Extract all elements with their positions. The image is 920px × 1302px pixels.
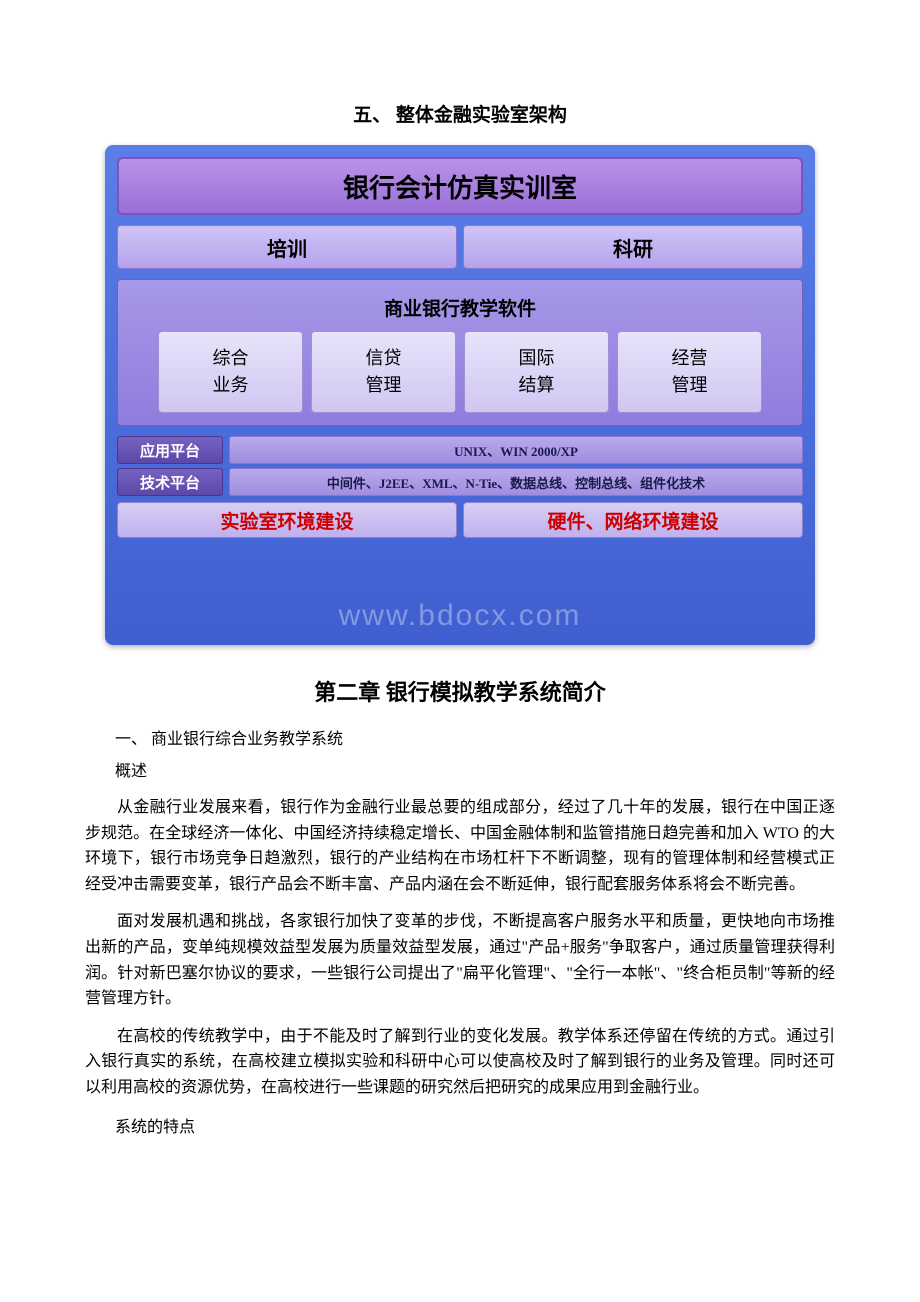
subsection-1: 一、 商业银行综合业务教学系统 <box>85 725 835 749</box>
diagram-main-title: 银行会计仿真实训室 <box>117 157 803 215</box>
lab-environment: 实验室环境建设 <box>117 502 457 538</box>
hardware-network: 硬件、网络环境建设 <box>463 502 803 538</box>
paragraph-1: 从金融行业发展来看，银行作为金融行业最总要的组成部分，经过了几十年的发展，银行在… <box>85 795 835 897</box>
tech-platform-row: 技术平台 中间件、J2EE、XML、N-Tie、数据总线、控制总线、组件化技术 <box>117 468 803 496</box>
tab-research: 科研 <box>463 225 803 269</box>
module-management: 经营 管理 <box>617 331 762 413</box>
modules-row: 综合 业务 信贷 管理 国际 结算 经营 管理 <box>130 331 790 413</box>
subhead-overview: 概述 <box>85 757 835 781</box>
module-line2: 管理 <box>366 372 402 399</box>
module-international: 国际 结算 <box>464 331 609 413</box>
watermark: www.bdocx.com <box>339 599 582 633</box>
application-platform-value: UNIX、WIN 2000/XP <box>229 436 803 464</box>
module-line1: 国际 <box>519 345 555 372</box>
module-comprehensive: 综合 业务 <box>158 331 303 413</box>
application-platform-row: 应用平台 UNIX、WIN 2000/XP <box>117 436 803 464</box>
bottom-row: 实验室环境建设 硬件、网络环境建设 <box>117 502 803 538</box>
subhead-features: 系统的特点 <box>85 1113 835 1137</box>
tabs-row: 培训 科研 <box>117 225 803 269</box>
module-line1: 经营 <box>672 345 708 372</box>
architecture-diagram: 银行会计仿真实训室 培训 科研 商业银行教学软件 综合 业务 信贷 管理 国际 … <box>105 145 815 645</box>
module-line2: 管理 <box>672 372 708 399</box>
modules-container: 商业银行教学软件 综合 业务 信贷 管理 国际 结算 经营 管理 <box>117 279 803 426</box>
module-line1: 综合 <box>213 345 249 372</box>
tech-platform-value: 中间件、J2EE、XML、N-Tie、数据总线、控制总线、组件化技术 <box>229 468 803 496</box>
section5-title: 五、 整体金融实验室架构 <box>85 100 835 127</box>
tech-platform-label: 技术平台 <box>117 468 223 496</box>
module-line1: 信贷 <box>366 345 402 372</box>
module-line2: 结算 <box>519 372 555 399</box>
paragraph-3: 在高校的传统教学中，由于不能及时了解到行业的变化发展。教学体系还停留在传统的方式… <box>85 1024 835 1101</box>
module-line2: 业务 <box>213 372 249 399</box>
modules-title: 商业银行教学软件 <box>130 288 790 331</box>
module-credit: 信贷 管理 <box>311 331 456 413</box>
tab-training: 培训 <box>117 225 457 269</box>
paragraph-2: 面对发展机遇和挑战，各家银行加快了变革的步伐，不断提高客户服务水平和质量，更快地… <box>85 909 835 1011</box>
chapter-title: 第二章 银行模拟教学系统简介 <box>85 675 835 707</box>
application-platform-label: 应用平台 <box>117 436 223 464</box>
